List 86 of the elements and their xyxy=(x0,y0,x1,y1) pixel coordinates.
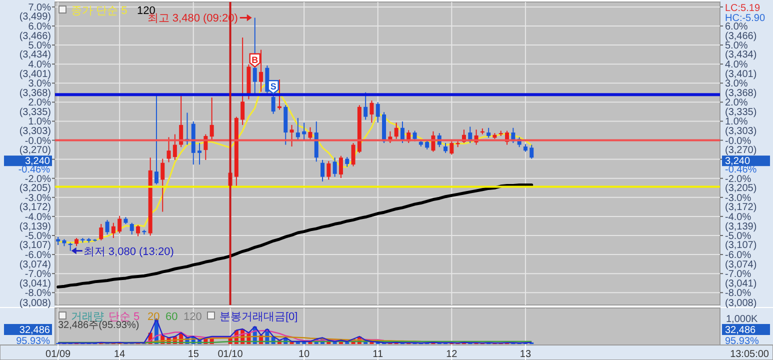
text: -8.0% xyxy=(725,288,752,300)
y2-tick-label: -4.0% xyxy=(24,212,52,223)
y2-tick-label: -2.0% xyxy=(24,174,52,185)
legend-label: 종가 단순 5 xyxy=(71,5,128,17)
x-tick-label: 01/10 xyxy=(218,349,244,360)
y2-tick-label: 2.0% xyxy=(28,98,52,109)
y-tick-label: (3,041) xyxy=(19,278,51,290)
text: (3,303) xyxy=(725,126,757,137)
text: 13:05:00 xyxy=(730,349,770,360)
x-tick-label: 10 xyxy=(298,349,310,360)
text: 3,240 xyxy=(725,156,750,168)
text: 95.93% xyxy=(16,336,50,347)
y-tick-label: (3,303) xyxy=(19,126,51,137)
y-tick-label: (3,466) xyxy=(19,30,51,42)
text: -0.46% xyxy=(18,164,50,176)
y-tick-label: (3,139) xyxy=(19,221,51,232)
y2-tick-label: -6.0% xyxy=(24,250,52,262)
text: -4.0% xyxy=(725,212,752,223)
text: -2.0% xyxy=(725,174,752,185)
text: -0.46% xyxy=(725,164,757,176)
text: -5.0% xyxy=(725,230,752,242)
text: (3,107) xyxy=(725,240,757,252)
y-tick-label: (3,107) xyxy=(19,240,51,252)
text: 6.0% xyxy=(725,21,748,32)
y-tick-label: (3,335) xyxy=(19,107,51,118)
y2-tick-label: -0.0% xyxy=(24,136,52,147)
text: -6.0% xyxy=(725,250,752,262)
x-tick-label: 01/09 xyxy=(46,349,72,360)
series-label: 거래량 xyxy=(71,311,104,323)
text: 3.0% xyxy=(725,78,748,90)
y-tick-label: (3,172) xyxy=(19,202,51,214)
y-tick-label: (3,499) xyxy=(19,12,51,23)
text: 4.0% xyxy=(725,60,748,71)
annotation: B xyxy=(252,54,259,65)
legend-label: 120 xyxy=(184,311,202,323)
text: (3,466) xyxy=(725,30,757,42)
text: (3,139) xyxy=(725,221,757,232)
x-tick-label: 14 xyxy=(114,349,126,360)
annotation: S xyxy=(270,82,276,92)
series-label: 60 xyxy=(166,311,178,323)
y-tick-label: (3,270) xyxy=(19,145,51,156)
y-tick-label: (3,008) xyxy=(19,298,51,309)
text: (3,335) xyxy=(725,107,757,118)
y2-tick-label: -3.0% xyxy=(24,192,52,204)
text: (3,434) xyxy=(725,50,757,61)
text: 1.0% xyxy=(725,116,748,128)
text: 32,486 xyxy=(725,325,756,336)
y-tick-label: (3,205) xyxy=(19,182,51,194)
y2-tick-label: -8.0% xyxy=(24,288,52,300)
text: (3,074) xyxy=(725,259,757,270)
text: HC:-5.90 xyxy=(725,13,766,24)
y-tick-label: (3,368) xyxy=(19,88,51,99)
text: (3,172) xyxy=(725,202,757,214)
y2-tick-label: -7.0% xyxy=(24,269,52,280)
text: -7.0% xyxy=(725,269,752,280)
text: LC:5.19 xyxy=(725,3,760,14)
x-tick-label: 12 xyxy=(446,349,458,360)
text: (3,401) xyxy=(725,68,757,80)
text: 32,486 xyxy=(19,325,50,336)
text: (3,205) xyxy=(725,182,757,194)
y2-tick-label: 1.0% xyxy=(28,116,52,128)
y2-tick-label: 6.0% xyxy=(28,21,52,32)
series-label: 20 xyxy=(148,311,160,323)
text: (3,041) xyxy=(725,278,757,290)
annotation: 최저 3,080 (13:20) xyxy=(83,246,174,258)
x-tick-label: 11 xyxy=(372,349,384,360)
y-tick-label: (3,401) xyxy=(19,68,51,80)
text: 1,000K xyxy=(726,314,758,325)
annotation: 32,486주(95.93%) xyxy=(58,320,140,331)
y2-tick-label: -5.0% xyxy=(24,230,52,242)
y2-tick-label: 4.0% xyxy=(28,60,52,71)
y-tick-label: (3,074) xyxy=(19,259,51,270)
y2-tick-label: 3.0% xyxy=(28,78,52,90)
text: (3,008) xyxy=(725,298,757,309)
text: 95.93% xyxy=(725,336,759,347)
text: -0.0% xyxy=(725,136,752,147)
text: 2.0% xyxy=(725,98,748,109)
text: -3.0% xyxy=(725,192,752,204)
x-tick-label: 13 xyxy=(520,349,532,360)
x-tick-label: 15 xyxy=(188,349,200,360)
series-label: 분봉거래대금[0] xyxy=(220,311,298,323)
y-tick-label: (3,434) xyxy=(19,50,51,61)
text: (3,368) xyxy=(725,88,757,99)
text: (3,270) xyxy=(725,145,757,156)
y2-tick-label: 7.0% xyxy=(28,2,52,14)
text: 3,240 xyxy=(24,156,50,168)
